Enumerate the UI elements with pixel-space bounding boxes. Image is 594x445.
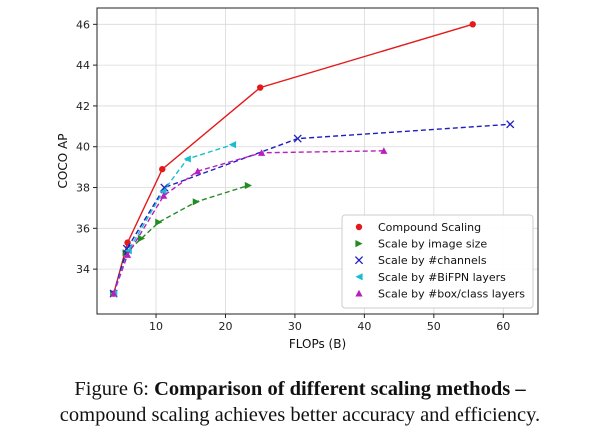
x-tick-label: 40 <box>357 320 371 333</box>
data-point <box>244 181 252 190</box>
scaling-chart: 10 20 30 40 50 60 34 36 38 40 42 44 46 FLOPs (B) COCO … <box>56 7 539 351</box>
legend-label: Scale by #box/class layers <box>378 287 525 300</box>
series-line-4 <box>113 150 384 294</box>
caption-text: compound scaling achieves better accurac… <box>59 404 541 426</box>
series-layer <box>109 21 515 298</box>
legend-marker <box>355 223 363 231</box>
y-tick-label: 46 <box>76 18 90 31</box>
legend-marker <box>355 289 363 297</box>
x-tick-label: 60 <box>496 320 510 333</box>
y-tick-label: 34 <box>76 263 90 276</box>
legend-entry-0: Compound Scaling <box>355 221 481 234</box>
y-tick-label: 40 <box>76 141 90 154</box>
data-point <box>293 134 302 143</box>
x-tick-label: 50 <box>427 320 441 333</box>
grid <box>97 8 538 314</box>
figure-caption: Figure 6: Comparison of different scalin… <box>20 376 580 428</box>
legend-entry-1: Scale by image size <box>355 238 487 251</box>
series-1 <box>110 181 252 298</box>
data-point <box>124 247 132 255</box>
data-point <box>160 183 169 192</box>
x-tick-label: 10 <box>149 320 163 333</box>
data-point <box>160 192 168 199</box>
y-axis-label: COCO AP <box>56 134 70 189</box>
legend-label: Compound Scaling <box>378 221 481 234</box>
y-tick-label: 38 <box>76 182 90 195</box>
series-line-1 <box>113 184 249 294</box>
caption-bold: Comparison of different scaling methods … <box>154 378 526 400</box>
plot-frame <box>96 7 539 315</box>
legend-label: Scale by #BiFPN layers <box>378 271 506 284</box>
data-point <box>380 147 388 154</box>
series-line-2 <box>113 123 511 294</box>
series-3 <box>110 141 237 298</box>
legend-entry-3: Scale by #BiFPN layers <box>355 271 506 284</box>
data-point <box>123 251 132 258</box>
data-point-stroke <box>160 183 169 192</box>
y-tick-label: 44 <box>76 59 90 72</box>
data-point-stroke <box>122 244 131 253</box>
data-point <box>506 120 515 129</box>
series-4 <box>110 147 388 297</box>
legend-label: Scale by image size <box>378 238 487 251</box>
legend-entry-4: Scale by #box/class layers <box>355 287 525 300</box>
y-tick-label: 42 <box>76 100 90 113</box>
legend: Compound Scaling Scale by image size Scale… <box>341 214 534 309</box>
data-point <box>257 149 266 156</box>
data-point <box>194 167 202 175</box>
legend-marker <box>354 256 364 265</box>
data-point <box>228 141 237 149</box>
data-point <box>159 165 166 173</box>
data-point <box>469 21 476 28</box>
data-point <box>155 218 163 226</box>
legend-marker-stroke <box>354 256 364 265</box>
x-tick-label: 20 <box>218 320 232 333</box>
y-tick-label: 36 <box>76 222 90 235</box>
legend-entry-2: Scale by #channels <box>354 254 487 267</box>
legend-marker <box>355 240 363 248</box>
data-point <box>110 290 118 297</box>
data-point <box>183 155 191 163</box>
data-point-stroke <box>506 120 515 129</box>
axes: 10 20 30 40 50 60 34 36 38 40 42 44 46 FLOPs (B) COCO … <box>56 7 539 351</box>
data-point <box>192 198 200 206</box>
legend-label: Scale by #channels <box>378 254 487 267</box>
x-tick-label: 30 <box>288 320 302 333</box>
caption-label: Figure 6: <box>74 378 149 400</box>
legend-box <box>341 214 534 309</box>
data-point <box>257 84 264 91</box>
x-axis-label: FLOPs (B) <box>289 337 346 351</box>
legend-marker <box>355 273 363 281</box>
data-point <box>159 188 167 196</box>
data-point <box>137 234 146 243</box>
data-point-stroke <box>293 134 302 143</box>
